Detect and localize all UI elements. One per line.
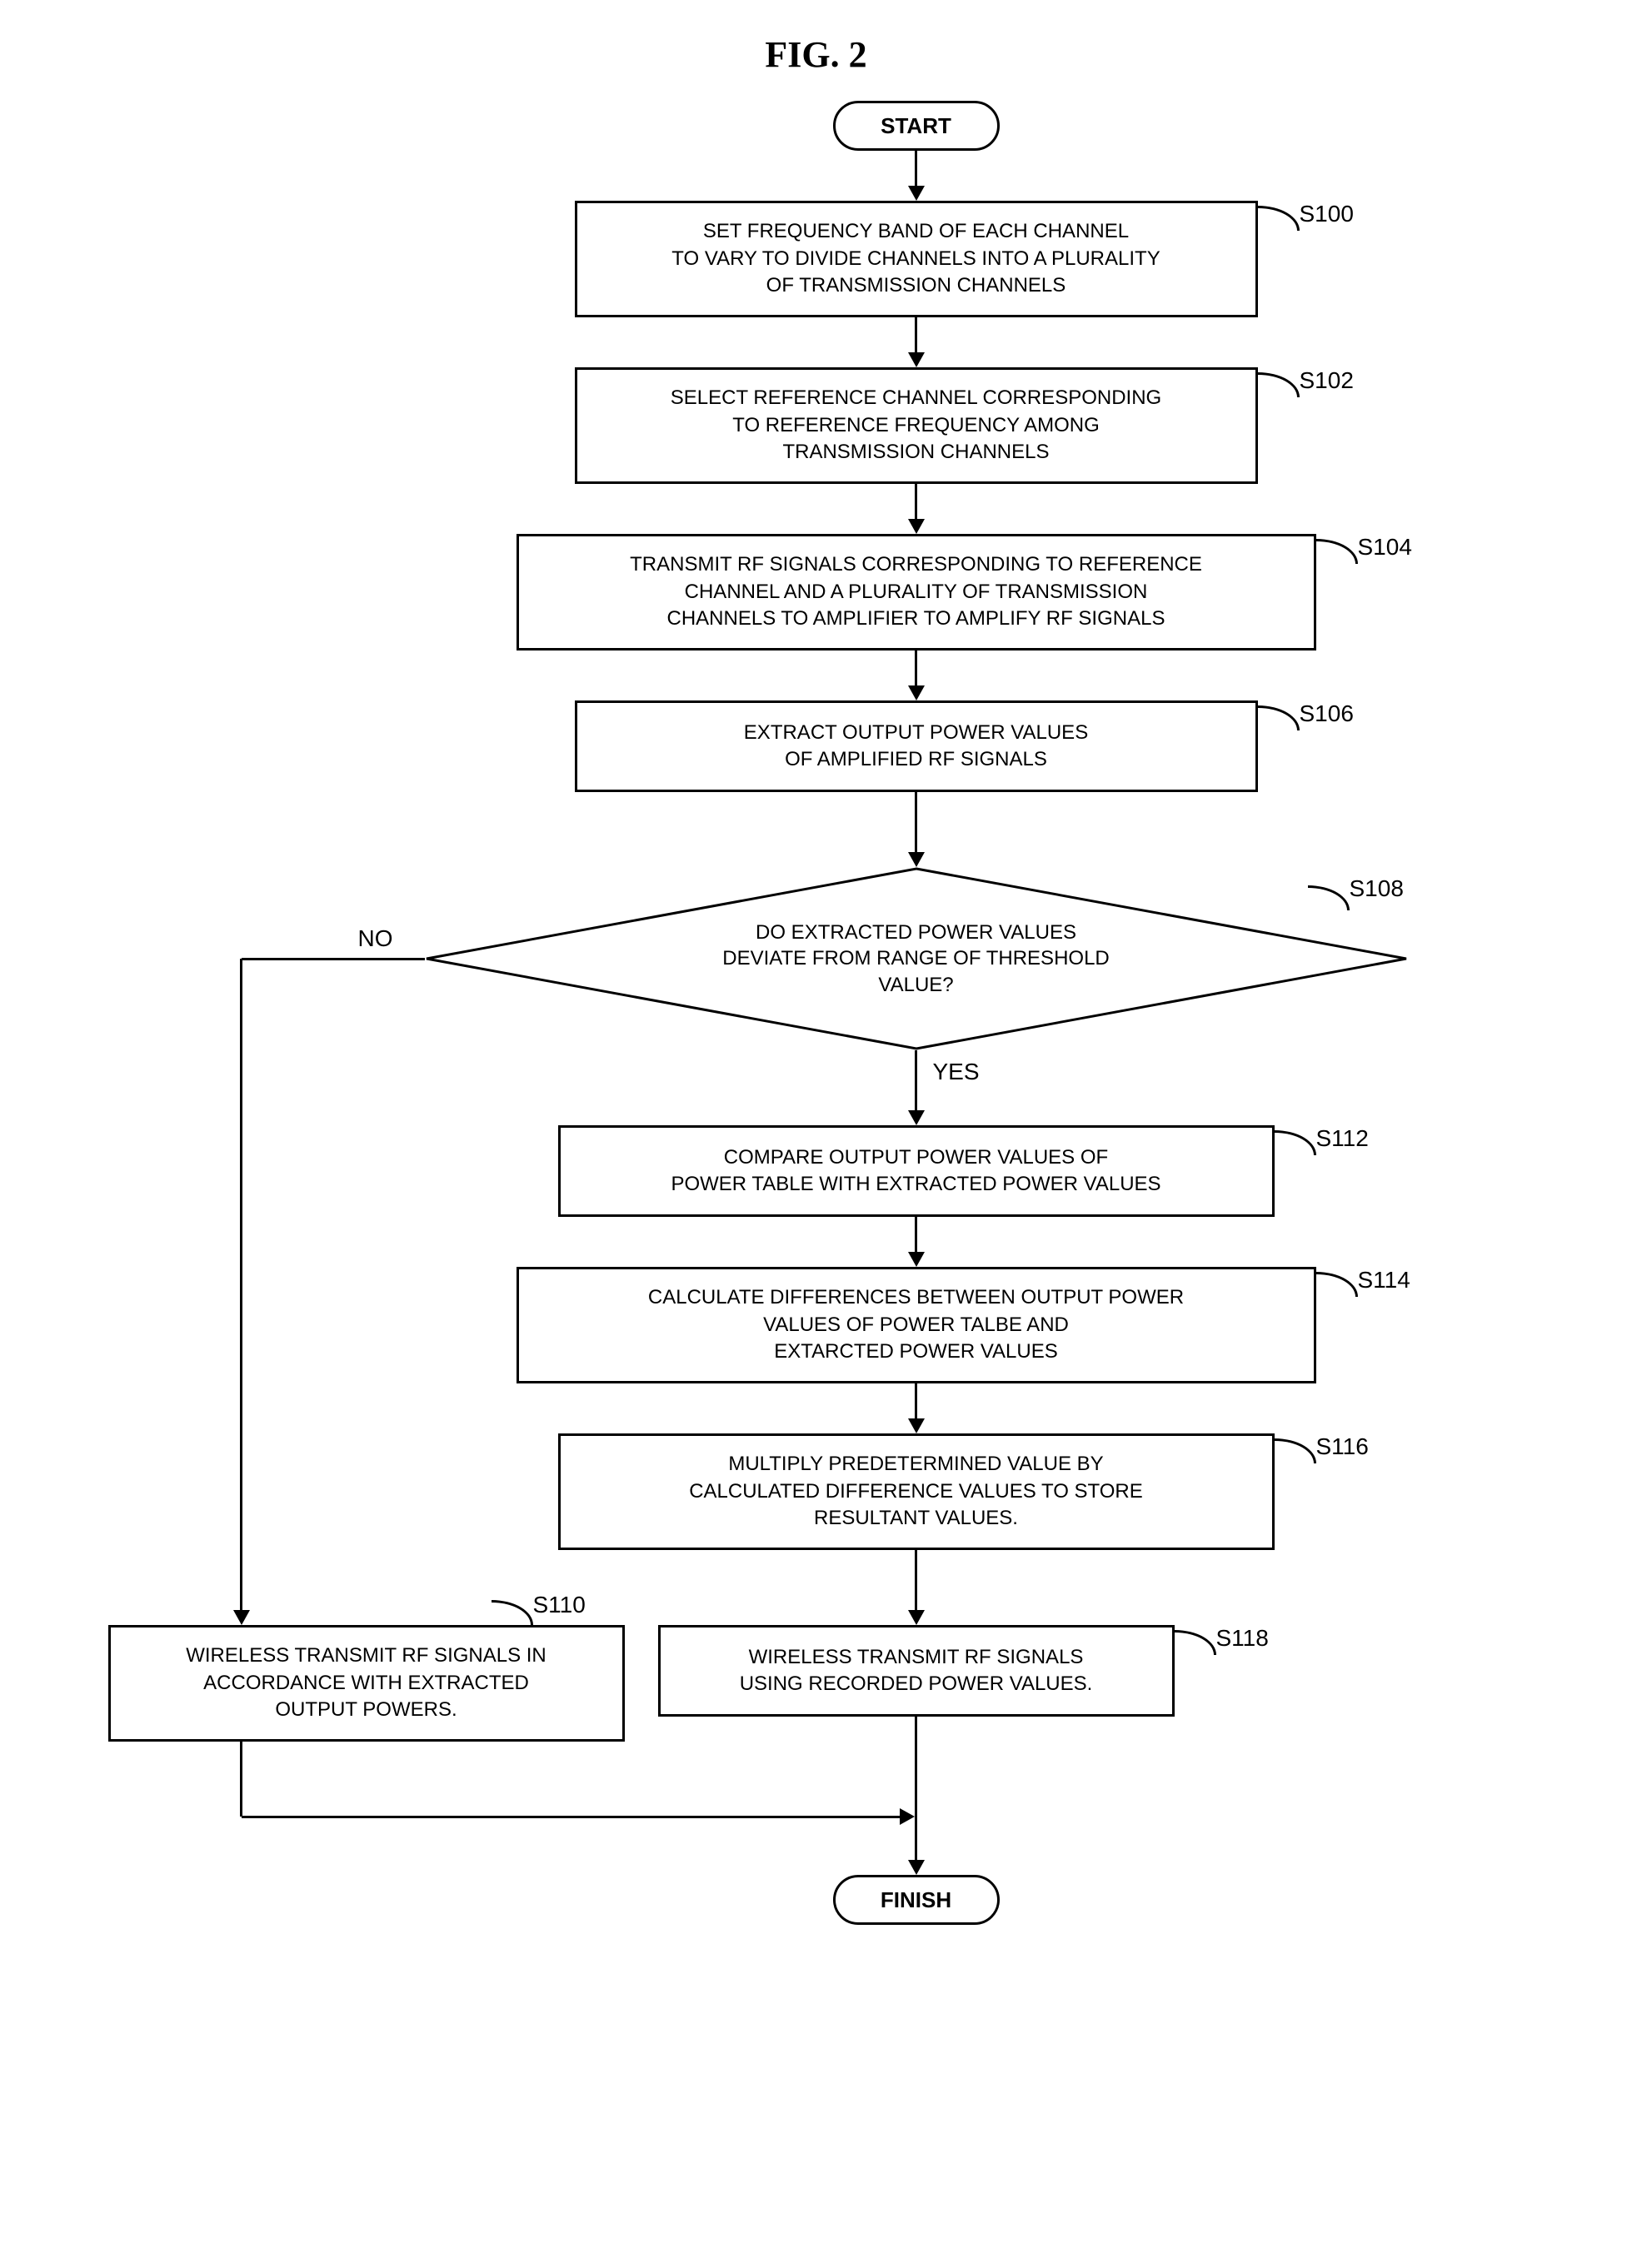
edge-s104-s106-arrowhead	[908, 685, 925, 700]
label-curve-s106	[1258, 705, 1300, 730]
s110-process: WIRELESS TRANSMIT RF SIGNALS INACCORDANC…	[108, 1625, 625, 1742]
label-curve-s102	[1258, 372, 1300, 397]
step-label-s110: S110	[533, 1592, 586, 1618]
no-tail-h	[242, 1816, 901, 1818]
edge-s116-s118-line	[915, 1550, 917, 1612]
no-h1	[242, 958, 425, 960]
edge-start-s100-line	[915, 151, 917, 187]
flowchart-canvas: START SET FREQUENCY BAND OF EACH CHANNELT…	[108, 101, 1525, 2183]
edge-s118-finish-arrowhead	[908, 1860, 925, 1875]
s114-process: CALCULATE DIFFERENCES BETWEEN OUTPUT POW…	[517, 1267, 1316, 1383]
edge-s102-s104-arrowhead	[908, 519, 925, 534]
label-curve-s112	[1275, 1130, 1316, 1155]
s118-process: WIRELESS TRANSMIT RF SIGNALSUSING RECORD…	[658, 1625, 1175, 1717]
step-label-s116: S116	[1316, 1433, 1369, 1460]
step-label-s102: S102	[1300, 367, 1354, 394]
step-label-s104: S104	[1358, 534, 1412, 561]
edge-s106-s108-arrowhead	[908, 852, 925, 867]
s102-process: SELECT REFERENCE CHANNEL CORRESPONDINGTO…	[575, 367, 1258, 484]
no-tail-h-arrowhead	[900, 1808, 915, 1825]
label-curve-s114	[1316, 1272, 1358, 1297]
s106-process: EXTRACT OUTPUT POWER VALUESOF AMPLIFIED …	[575, 700, 1258, 792]
edge-s108-s112-arrowhead	[908, 1110, 925, 1125]
edge-s112-s114-arrowhead	[908, 1252, 925, 1267]
s100-process: SET FREQUENCY BAND OF EACH CHANNELTO VAR…	[575, 201, 1258, 317]
edge-start-s100-arrowhead	[908, 186, 925, 201]
no-tail-v	[240, 1742, 242, 1817]
start-terminal: START	[833, 101, 1000, 151]
s116-process: MULTIPLY PREDETERMINED VALUE BYCALCULATE…	[558, 1433, 1275, 1550]
edge-label-yes: YES	[933, 1059, 980, 1085]
edge-s108-s112-line	[915, 1050, 917, 1112]
step-label-s106: S106	[1300, 700, 1354, 727]
edge-s116-s118-arrowhead	[908, 1610, 925, 1625]
finish-terminal: FINISH	[833, 1875, 1000, 1925]
edge-label-no: NO	[358, 925, 393, 952]
label-curve-s104	[1316, 539, 1358, 564]
edge-s102-s104-line	[915, 484, 917, 521]
edge-s100-s102-arrowhead	[908, 352, 925, 367]
s112-process: COMPARE OUTPUT POWER VALUES OFPOWER TABL…	[558, 1125, 1275, 1217]
edge-s104-s106-line	[915, 650, 917, 687]
no-v	[240, 959, 242, 1612]
figure-title: FIG. 2	[33, 33, 1599, 76]
step-label-s118: S118	[1216, 1625, 1269, 1652]
step-label-s112: S112	[1316, 1125, 1369, 1152]
label-curve-s118	[1175, 1630, 1216, 1655]
step-label-s114: S114	[1358, 1267, 1410, 1294]
edge-s114-s116-line	[915, 1383, 917, 1420]
edge-s100-s102-line	[915, 317, 917, 354]
edge-s112-s114-line	[915, 1217, 917, 1254]
label-curve-s116	[1275, 1438, 1316, 1463]
edge-s118-finish-line	[915, 1717, 917, 1862]
step-label-s108: S108	[1350, 875, 1404, 902]
s104-process: TRANSMIT RF SIGNALS CORRESPONDING TO REF…	[517, 534, 1316, 650]
no-v-arrowhead	[233, 1610, 250, 1625]
label-curve-s110	[492, 1600, 533, 1625]
edge-s114-s116-arrowhead	[908, 1418, 925, 1433]
s108-decision: DO EXTRACTED POWER VALUESDEVIATE FROM RA…	[425, 867, 1408, 1050]
step-label-s100: S100	[1300, 201, 1354, 227]
label-curve-s100	[1258, 206, 1300, 231]
s108-decision-text: DO EXTRACTED POWER VALUESDEVIATE FROM RA…	[425, 867, 1408, 1050]
edge-s106-s108-line	[915, 792, 917, 854]
